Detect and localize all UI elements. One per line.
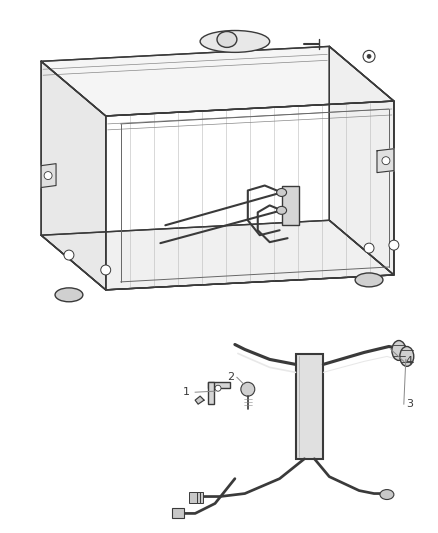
Polygon shape (41, 46, 394, 116)
Circle shape (101, 265, 111, 275)
Ellipse shape (400, 346, 414, 366)
Ellipse shape (392, 341, 406, 360)
Polygon shape (377, 149, 394, 173)
Text: 4: 4 (406, 357, 413, 366)
Ellipse shape (277, 189, 286, 197)
Polygon shape (106, 101, 394, 290)
Ellipse shape (355, 273, 383, 287)
Text: 1: 1 (183, 387, 190, 397)
Circle shape (241, 382, 255, 396)
Text: 2: 2 (227, 372, 234, 382)
Circle shape (363, 51, 375, 62)
Bar (282, 185, 300, 225)
Text: 3: 3 (406, 399, 413, 409)
Circle shape (364, 243, 374, 253)
Polygon shape (195, 396, 204, 404)
Polygon shape (329, 46, 394, 275)
Circle shape (382, 157, 390, 165)
Polygon shape (41, 164, 56, 188)
Circle shape (64, 250, 74, 260)
Circle shape (44, 172, 52, 180)
Circle shape (367, 54, 371, 58)
Ellipse shape (200, 30, 270, 52)
FancyBboxPatch shape (208, 382, 230, 388)
Bar (192, 491, 200, 504)
Bar (296, 354, 323, 459)
Ellipse shape (55, 288, 83, 302)
Ellipse shape (217, 31, 237, 47)
FancyBboxPatch shape (208, 382, 214, 404)
Circle shape (215, 385, 221, 391)
Bar (195, 491, 203, 504)
Bar (172, 508, 184, 519)
Ellipse shape (380, 490, 394, 499)
Polygon shape (41, 220, 394, 290)
Circle shape (389, 240, 399, 250)
Ellipse shape (277, 206, 286, 214)
Bar (189, 491, 197, 504)
Polygon shape (41, 61, 106, 290)
